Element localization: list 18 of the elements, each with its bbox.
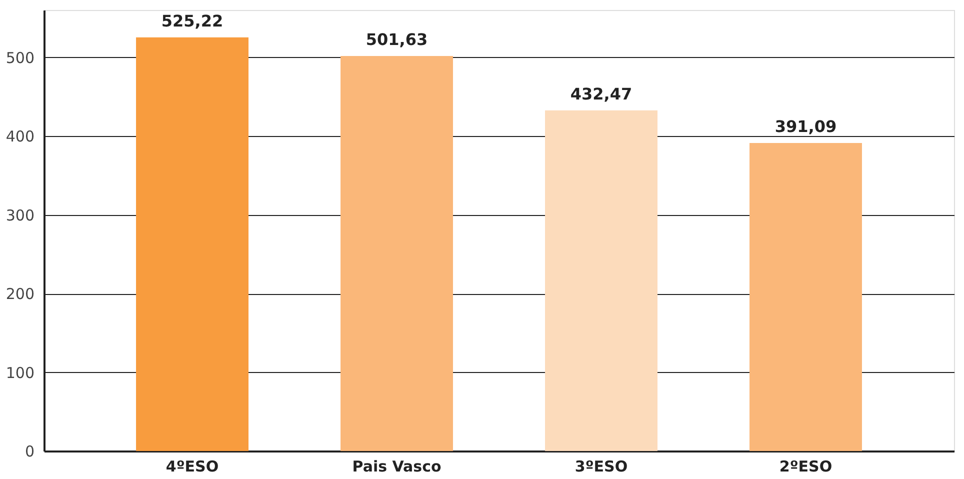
bar — [340, 56, 453, 451]
x-tick-label: 3ºESO — [574, 458, 628, 476]
bar — [545, 110, 658, 451]
x-tick-label: 2ºESO — [779, 458, 832, 476]
data-label: 525,22 — [161, 11, 224, 30]
bar — [136, 37, 248, 451]
x-tick-label: Pais Vasco — [352, 458, 442, 476]
data-label: 391,09 — [774, 117, 837, 136]
x-tick-label: 4ºESO — [166, 458, 219, 476]
data-label: 432,47 — [570, 84, 632, 104]
y-tick-label: 400 — [6, 128, 34, 146]
bar — [750, 143, 862, 451]
y-tick-label: 500 — [6, 48, 34, 67]
data-label: 501,63 — [366, 30, 428, 49]
y-tick-label: 200 — [6, 285, 34, 303]
y-tick-label: 300 — [6, 206, 34, 224]
y-tick-label: 0 — [24, 442, 34, 460]
y-tick-label: 100 — [6, 364, 34, 382]
